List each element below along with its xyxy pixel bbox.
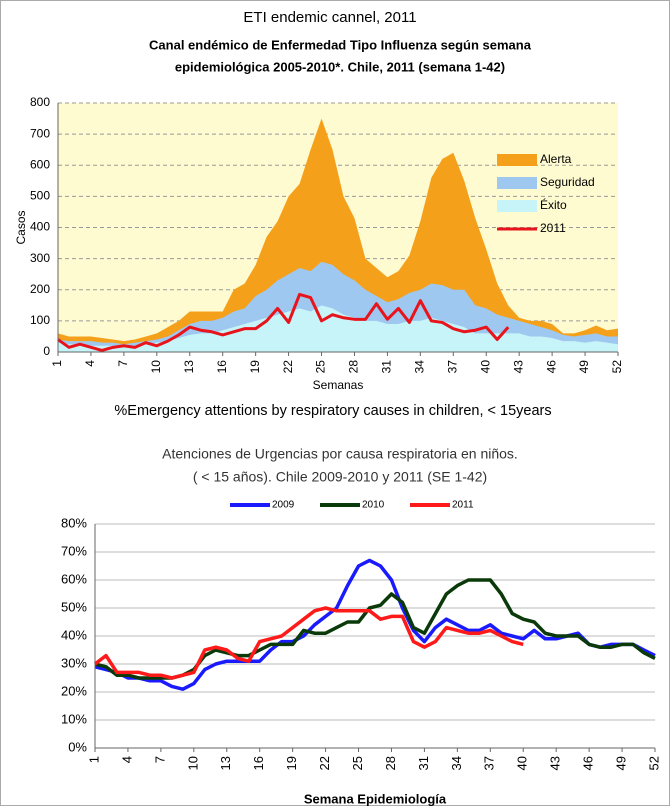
y-tick-label: 200 — [30, 282, 50, 296]
x-tick-label: 46 — [544, 360, 558, 374]
y-tick-label: 50% — [61, 599, 87, 614]
y-tick-label: 400 — [30, 220, 50, 234]
series-line — [93, 606, 524, 680]
x-tick-label: 4 — [83, 360, 97, 367]
y-tick-label: 20% — [61, 683, 87, 698]
y-tick-label: 30% — [61, 655, 87, 670]
x-tick-label: 52 — [646, 756, 661, 770]
x-tick-label: 25 — [314, 360, 328, 374]
legend-label: Seguridad — [540, 175, 595, 189]
x-tick-label: 43 — [548, 756, 563, 770]
x-tick-label: 19 — [284, 756, 299, 770]
x-tick-label: 1 — [86, 756, 101, 763]
caption: %Emergency attentions by respiratory cau… — [114, 403, 551, 419]
x-tick-label: 7 — [116, 360, 130, 367]
y-tick-label: 800 — [30, 95, 50, 109]
x-tick-label: 31 — [416, 756, 431, 770]
caption: ETI endemic cannel, 2011 — [243, 9, 416, 26]
legend-label: 2009 — [272, 500, 295, 511]
legend-label: 2011 — [452, 500, 474, 511]
x-tick-label: 28 — [383, 756, 398, 770]
y-tick-label: 70% — [61, 543, 87, 558]
x-tick-label: 10 — [149, 360, 163, 374]
x-tick-label: 52 — [610, 360, 624, 374]
x-tick-label: 37 — [445, 360, 459, 374]
y-axis-label: Casos — [14, 210, 28, 244]
x-tick-label: 43 — [511, 360, 525, 374]
series-line — [57, 292, 510, 352]
x-tick-label: 7 — [152, 756, 167, 763]
y-tick-label: 40% — [61, 627, 87, 642]
x-tick-label: 1 — [50, 360, 64, 367]
x-axis-label: Semanas — [313, 378, 364, 392]
chart-title: epidemiológica 2005-2010*. Chile, 2011 (… — [175, 59, 505, 74]
x-tick-label: 34 — [413, 360, 427, 374]
legend-label: 2011 — [540, 221, 566, 235]
x-tick-label: 19 — [248, 360, 262, 374]
x-tick-label: 13 — [182, 360, 196, 374]
legend-label: Alerta — [540, 152, 572, 166]
x-tick-label: 49 — [613, 756, 628, 770]
legend-swatch — [497, 200, 537, 212]
x-tick-label: 16 — [215, 360, 229, 374]
x-tick-label: 28 — [347, 360, 361, 374]
x-tick-label: 31 — [380, 360, 394, 374]
x-tick-label: 49 — [577, 360, 591, 374]
x-tick-label: 10 — [185, 756, 200, 770]
y-tick-label: 0 — [43, 344, 50, 358]
y-tick-label: 600 — [30, 157, 50, 171]
x-tick-label: 13 — [218, 756, 233, 770]
y-tick-label: 0% — [68, 739, 87, 754]
chart-title: Canal endémico de Enfermedad Tipo Influe… — [149, 37, 532, 52]
y-tick-label: 80% — [61, 515, 87, 530]
y-tick-label: 700 — [30, 126, 50, 140]
x-tick-label: 22 — [317, 756, 332, 770]
y-tick-label: 60% — [61, 571, 87, 586]
x-tick-label: 34 — [449, 756, 464, 770]
legend-swatch — [497, 177, 537, 189]
x-tick-label: 25 — [350, 756, 365, 770]
y-tick-label: 100 — [30, 313, 50, 327]
series-area — [58, 305, 618, 352]
x-tick-label: 46 — [581, 756, 596, 770]
series-area — [58, 118, 618, 352]
x-tick-label: 22 — [281, 360, 295, 374]
chart-title: Atenciones de Urgencias por causa respir… — [162, 446, 518, 462]
y-tick-label: 500 — [30, 189, 50, 203]
x-tick-label: 40 — [515, 756, 530, 770]
legend-label: Éxito — [540, 197, 567, 212]
x-tick-label: 37 — [482, 756, 497, 770]
x-tick-label: 16 — [251, 756, 266, 770]
x-tick-label: 40 — [478, 360, 492, 374]
legend-label: 2010 — [362, 500, 385, 511]
chart-title: ( < 15 años). Chile 2009-2010 y 2011 (SE… — [193, 469, 487, 485]
legend-swatch — [497, 154, 537, 166]
y-tick-label: 10% — [61, 711, 87, 726]
x-tick-label: 4 — [119, 756, 134, 763]
x-axis-label: Semana Epidemiología — [304, 791, 447, 806]
y-tick-label: 300 — [30, 251, 50, 265]
